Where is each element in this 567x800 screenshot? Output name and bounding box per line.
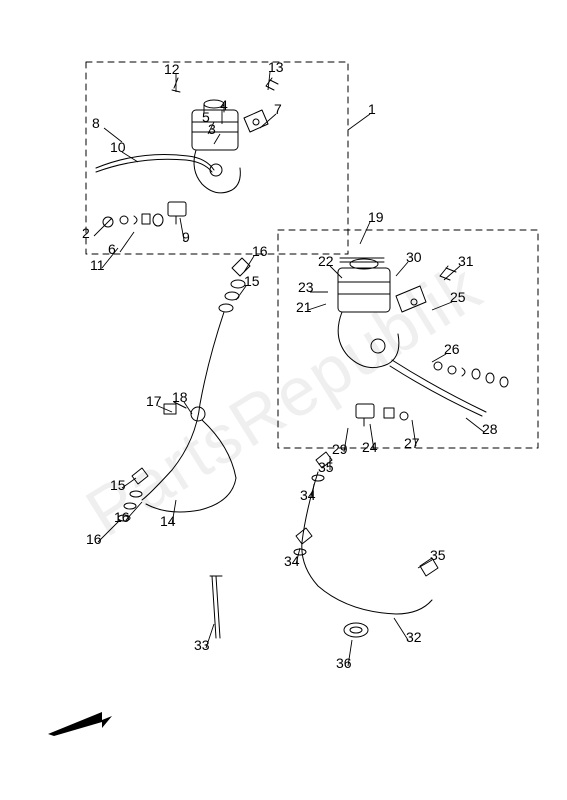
- callout-16: 16: [86, 532, 102, 546]
- callout-23: 23: [298, 280, 314, 294]
- callout-15: 15: [244, 274, 260, 288]
- callout-25: 25: [450, 290, 466, 304]
- callout-21: 21: [296, 300, 312, 314]
- callout-13: 13: [268, 60, 284, 74]
- callout-12: 12: [164, 62, 180, 76]
- callout-5: 5: [202, 110, 210, 124]
- callout-35: 35: [318, 460, 334, 474]
- callout-9: 9: [182, 230, 190, 244]
- callout-14: 14: [160, 514, 176, 528]
- callout-26: 26: [444, 342, 460, 356]
- callout-17: 17: [146, 394, 162, 408]
- diagram-stage: { "diagram": { "type": "infographic", "t…: [0, 0, 567, 800]
- callout-10: 10: [110, 140, 126, 154]
- callout-32: 32: [406, 630, 422, 644]
- callout-1: 1: [368, 102, 376, 116]
- callout-18: 18: [172, 390, 188, 404]
- callout-4: 4: [220, 98, 228, 112]
- callout-33: 33: [194, 638, 210, 652]
- callout-15: 15: [110, 478, 126, 492]
- callout-34: 34: [300, 488, 316, 502]
- callout-31: 31: [458, 254, 474, 268]
- callout-36: 36: [336, 656, 352, 670]
- callout-28: 28: [482, 422, 498, 436]
- callout-7: 7: [274, 102, 282, 116]
- callout-30: 30: [406, 250, 422, 264]
- callout-11: 11: [90, 258, 105, 272]
- callout-19: 19: [368, 210, 384, 224]
- callout-22: 22: [318, 254, 334, 268]
- callout-16: 16: [114, 510, 130, 524]
- callout-2: 2: [82, 226, 90, 240]
- callout-24: 24: [362, 440, 378, 454]
- callout-34: 34: [284, 554, 300, 568]
- callout-29: 29: [332, 442, 348, 456]
- callout-16: 16: [252, 244, 268, 258]
- callout-35: 35: [430, 548, 446, 562]
- callout-27: 27: [404, 436, 420, 450]
- callout-6: 6: [108, 242, 116, 256]
- view-direction-arrow: [44, 704, 114, 738]
- exploded-view-art: [0, 0, 567, 800]
- callout-8: 8: [92, 116, 100, 130]
